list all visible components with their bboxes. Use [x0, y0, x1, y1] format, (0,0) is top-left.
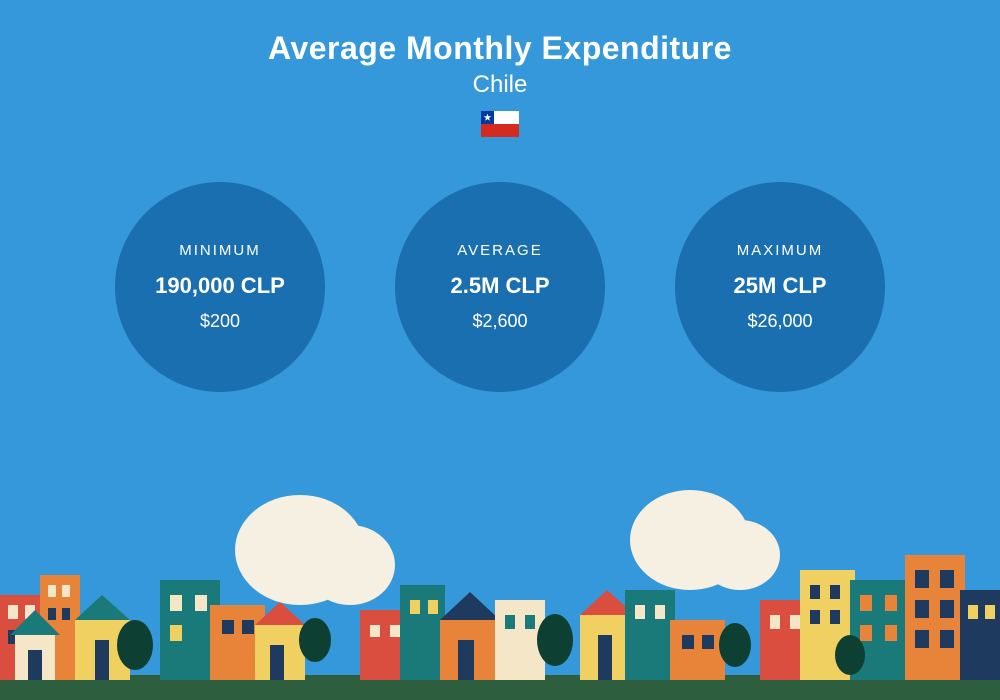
stat-value: 190,000 CLP — [155, 273, 285, 299]
stat-circle-maximum: MAXIMUM 25M CLP $26,000 — [675, 182, 885, 392]
stat-circles-row: MINIMUM 190,000 CLP $200 AVERAGE 2.5M CL… — [0, 182, 1000, 392]
stat-usd: $2,600 — [472, 311, 527, 332]
stat-value: 25M CLP — [734, 273, 827, 299]
page-title: Average Monthly Expenditure — [0, 30, 1000, 67]
stat-circle-minimum: MINIMUM 190,000 CLP $200 — [115, 182, 325, 392]
header: Average Monthly Expenditure Chile — [0, 0, 1000, 137]
stat-label: AVERAGE — [457, 242, 542, 259]
country-subtitle: Chile — [0, 71, 1000, 99]
chile-flag-icon — [481, 111, 519, 137]
stat-label: MINIMUM — [179, 242, 261, 259]
stat-circle-average: AVERAGE 2.5M CLP $2,600 — [395, 182, 605, 392]
stat-label: MAXIMUM — [737, 242, 824, 259]
cityscape-illustration — [0, 480, 1000, 700]
stat-usd: $26,000 — [747, 311, 812, 332]
stat-usd: $200 — [200, 311, 240, 332]
stat-value: 2.5M CLP — [450, 273, 549, 299]
